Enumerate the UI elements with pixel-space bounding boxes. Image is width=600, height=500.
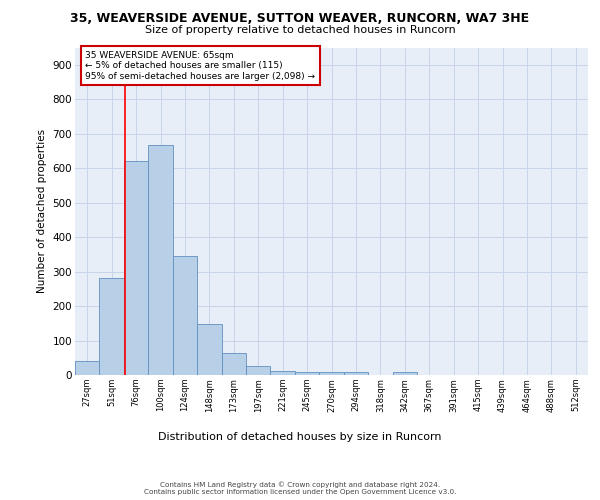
Bar [124, 162, 148, 375]
Bar [319, 372, 344, 375]
Text: Size of property relative to detached houses in Runcorn: Size of property relative to detached ho… [145, 25, 455, 35]
Bar [173, 256, 197, 375]
Bar [100, 278, 124, 375]
Bar [271, 371, 295, 375]
Bar [295, 372, 319, 375]
Bar [148, 144, 173, 375]
Text: 35 WEAVERSIDE AVENUE: 65sqm
← 5% of detached houses are smaller (115)
95% of sem: 35 WEAVERSIDE AVENUE: 65sqm ← 5% of deta… [85, 51, 315, 80]
Bar [197, 324, 221, 375]
Bar [75, 360, 100, 375]
Bar [221, 352, 246, 375]
Bar [344, 372, 368, 375]
Y-axis label: Number of detached properties: Number of detached properties [37, 129, 47, 294]
Text: Distribution of detached houses by size in Runcorn: Distribution of detached houses by size … [158, 432, 442, 442]
Bar [246, 366, 271, 375]
Text: 35, WEAVERSIDE AVENUE, SUTTON WEAVER, RUNCORN, WA7 3HE: 35, WEAVERSIDE AVENUE, SUTTON WEAVER, RU… [70, 12, 530, 26]
Bar [392, 372, 417, 375]
Text: Contains HM Land Registry data © Crown copyright and database right 2024.
Contai: Contains HM Land Registry data © Crown c… [144, 482, 456, 495]
